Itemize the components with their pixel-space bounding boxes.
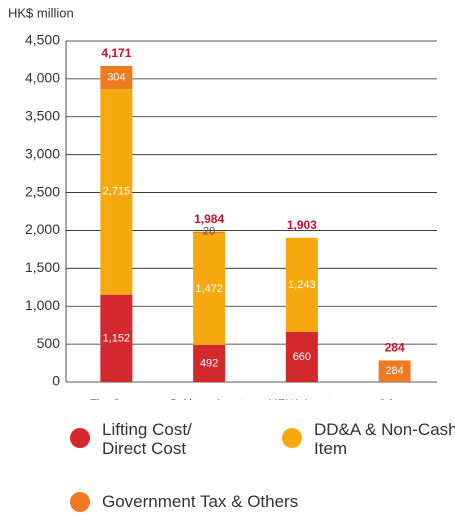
y-tick-label: 4,500: [25, 32, 60, 48]
value-label: 492: [200, 357, 218, 369]
value-label: 660: [293, 351, 311, 363]
y-tick-label: 4,000: [25, 70, 60, 86]
y-tick-label: 1,000: [25, 297, 60, 313]
legend-item: Government Tax & Others: [70, 492, 402, 512]
bar-segment: [100, 88, 133, 295]
value-label: 304: [107, 71, 125, 83]
value-label: 284: [385, 365, 403, 377]
legend-label: Government Tax & Others: [102, 492, 299, 511]
bar-segment: [100, 294, 133, 382]
x-tick-label: The Group: [90, 398, 143, 400]
total-label: 4,171: [101, 46, 131, 60]
x-tick-label: Others: [378, 398, 412, 400]
total-label: 1,903: [287, 218, 317, 232]
value-label: 2,715: [103, 186, 131, 198]
y-tick-label: 2,000: [25, 221, 60, 237]
y-tick-label: 0: [52, 373, 60, 389]
bar-segment: [285, 331, 318, 382]
bar-segment: [378, 360, 411, 382]
y-tick-label: 3,500: [25, 107, 60, 123]
bar-segment: [100, 65, 133, 89]
legend-swatch: [70, 492, 90, 512]
total-label: 284: [385, 341, 405, 355]
value-label: 20: [203, 226, 215, 238]
y-tick-label: 2,500: [25, 183, 60, 199]
bar-segment: [193, 344, 226, 382]
bar-segment: [285, 237, 318, 332]
value-label: 1,152: [103, 332, 131, 344]
legend-item: Lifting Cost/ Direct Cost: [70, 420, 232, 458]
legend-item: DD&A & Non-Cash Item: [282, 420, 455, 458]
x-tick-label: MENA Assets: [269, 398, 336, 400]
value-label: 1,472: [195, 283, 223, 295]
y-tick-label: 1,500: [25, 259, 60, 275]
value-label: 1,243: [288, 279, 316, 291]
bar-segment: [193, 233, 226, 345]
y-tick-label: 500: [37, 335, 61, 351]
total-label: 1,984: [194, 212, 224, 226]
y-tick-label: 3,000: [25, 145, 60, 161]
legend-label: DD&A & Non-Cash Item: [314, 420, 455, 458]
bar-segment: [193, 231, 226, 234]
x-tick-label: Pakistan Assets: [170, 398, 248, 400]
legend-swatch: [70, 428, 90, 448]
legend-swatch: [282, 428, 302, 448]
legend-label: Lifting Cost/ Direct Cost: [102, 420, 192, 458]
chart: HK$ million 0 500 1,000 1,500 2,000 2,500 3,00…: [8, 5, 437, 400]
y-axis-label: HK$ million: [8, 5, 74, 20]
